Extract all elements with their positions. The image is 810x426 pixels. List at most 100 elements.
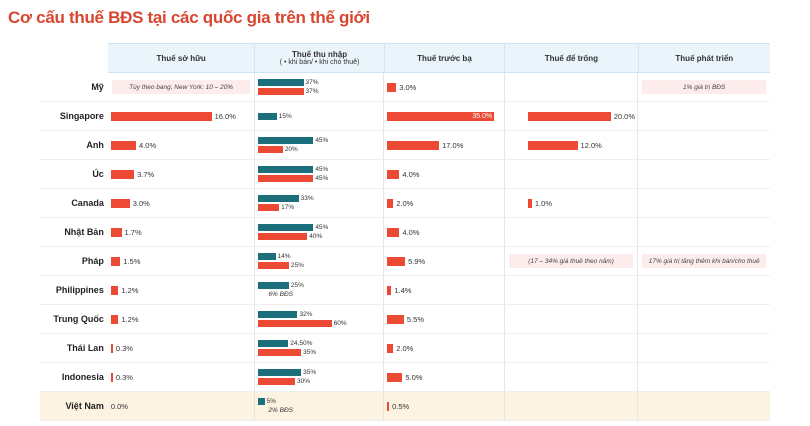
- income-sale-bar: [258, 349, 302, 356]
- income-rent-row: 45%: [258, 224, 328, 232]
- ownership-bar: [110, 169, 135, 179]
- registration-bar-label: 5.0%: [405, 372, 423, 382]
- header-registration: Thuế trước bạ: [385, 44, 506, 72]
- income-sale-bar: [258, 233, 308, 240]
- income-rent-label: 35%: [303, 369, 317, 376]
- registration-bar: [387, 82, 397, 92]
- income-sale-row: 45%: [258, 175, 328, 183]
- registration-bar: [387, 256, 406, 266]
- table-row: Pháp 1.5% 14% 25% 5.9% (17 – 34% giá thuê the…: [40, 247, 770, 276]
- registration-bar: [387, 227, 400, 237]
- income-rent-label: 32%: [299, 311, 313, 318]
- income-sale-label: 35%: [303, 349, 317, 356]
- ownership-cell: 3.7%: [108, 160, 256, 188]
- table-row: Thái Lan 0.3% 24,50% 35% 2.0%: [40, 334, 770, 363]
- ownership-bar-label: 3.7%: [137, 169, 155, 179]
- development-cell: [638, 363, 770, 391]
- income-sale-label: 40%: [309, 233, 323, 240]
- header-income-label: Thuế thu nhập: [291, 50, 348, 59]
- income-rent-bar: [258, 282, 289, 289]
- table-row: Indonesia 0.3% 35% 30% 5.0%: [40, 363, 770, 392]
- registration-bar: [387, 314, 404, 324]
- country-label: Thái Lan: [66, 343, 104, 353]
- vacancy-cell: [505, 334, 639, 362]
- registration-cell: 5.5%: [384, 305, 505, 333]
- vacancy-bar-label: 20.0%: [613, 111, 636, 121]
- income-sale-row: 40%: [258, 233, 328, 241]
- ownership-cell: 0.3%: [108, 363, 256, 391]
- header-ownership: Thuế sở hữu: [108, 44, 256, 72]
- ownership-cell: 4.0%: [108, 131, 256, 159]
- vacancy-cell: 12.0%: [505, 131, 639, 159]
- ownership-bar-label: 4.0%: [139, 140, 157, 150]
- income-legend: ( • khi bán/ • khi cho thuê): [279, 59, 360, 66]
- registration-cell: 35.0%: [384, 102, 505, 130]
- income-rent-label: 25%: [290, 282, 304, 289]
- vacancy-bar-label: 12.0%: [580, 140, 602, 150]
- income-sale-row: 17%: [258, 204, 313, 212]
- income-bars: 45% 20%: [258, 137, 328, 154]
- country-label: Canada: [71, 198, 104, 208]
- income-cell: 25% 6% BĐS: [255, 276, 385, 304]
- header-income: Thuế thu nhập ( • khi bán/ • khi cho thu…: [255, 44, 385, 72]
- ownership-bar-label: 0.0%: [110, 401, 128, 411]
- income-sale-row: 60%: [258, 320, 347, 328]
- registration-cell: 5.9%: [384, 247, 505, 275]
- ownership-bar: [110, 227, 122, 237]
- ownership-bar: [110, 198, 130, 208]
- income-cell: 14% 25%: [255, 247, 385, 275]
- income-sale-bar: [258, 204, 280, 211]
- ownership-cell: Tùy theo bang, New York: 10 – 20%: [108, 73, 256, 101]
- vacancy-cell: [505, 218, 639, 246]
- income-rent-bar: [258, 340, 289, 347]
- income-cell: 24,50% 35%: [255, 334, 385, 362]
- income-sale-bar: [258, 88, 304, 95]
- income-rent-bar: [258, 112, 277, 120]
- income-sale-label: 25%: [290, 262, 304, 269]
- income-cell: 33% 17%: [255, 189, 385, 217]
- vacancy-bar-label: 1.0%: [534, 198, 552, 208]
- vacancy-bar: [527, 111, 611, 121]
- income-sale-note: 2% BĐS: [268, 407, 293, 414]
- income-rent-label: 45%: [315, 137, 329, 144]
- income-sale-label: 37%: [305, 88, 319, 95]
- income-sale-row: 2% BĐS: [258, 407, 293, 415]
- income-sale-row: 6% BĐS: [258, 291, 304, 299]
- income-rent-bar: [258, 253, 276, 260]
- table-row: Anh 4.0% 45% 20% 17.0% 12.0%: [40, 131, 770, 160]
- ownership-bar: [110, 285, 119, 295]
- country-label: Mỹ: [91, 82, 104, 92]
- income-rent-row: 5%: [258, 398, 293, 406]
- vacancy-bar: [527, 198, 532, 208]
- registration-cell: 5.0%: [384, 363, 505, 391]
- development-note: 17% giá trị tăng thêm khi bán/cho thuê: [642, 254, 767, 268]
- income-sale-bar: [258, 378, 296, 385]
- income-cell: 45% 45%: [255, 160, 385, 188]
- income-rent-bar: [258, 166, 314, 173]
- income-rent-bar: [258, 311, 298, 318]
- income-rent-bar: [258, 224, 314, 231]
- income-rent-row: 45%: [258, 166, 328, 174]
- development-cell: [638, 305, 770, 333]
- development-cell: 17% giá trị tăng thêm khi bán/cho thuê: [638, 247, 770, 275]
- vacancy-cell: [505, 392, 639, 420]
- income-sale-bar: [258, 146, 283, 153]
- ownership-cell: 3.0%: [108, 189, 256, 217]
- registration-bar-label: 17.0%: [442, 140, 464, 150]
- country-label: Anh: [86, 140, 104, 150]
- registration-cell: 0.5%: [384, 392, 505, 420]
- table-row: Philippines 1.2% 25% 6% BĐS 1.4%: [40, 276, 770, 305]
- page-title: Cơ cấu thuế BĐS tại các quốc gia trên th…: [8, 8, 370, 27]
- income-rent-row: 14%: [258, 253, 304, 261]
- country-label: Indonesia: [61, 372, 104, 382]
- income-sale-row: 20%: [258, 146, 328, 154]
- development-cell: [638, 218, 770, 246]
- ownership-cell: 1.2%: [108, 276, 256, 304]
- vacancy-cell: [505, 305, 639, 333]
- registration-bar-label: 4.0%: [402, 227, 420, 237]
- registration-bar: [387, 343, 394, 353]
- table-row: Mỹ Tùy theo bang, New York: 10 – 20% 37% 37…: [40, 73, 770, 102]
- vacancy-cell: (17 – 34% giá thuê theo năm): [505, 247, 639, 275]
- income-sale-label: 17%: [281, 204, 295, 211]
- registration-cell: 1.4%: [384, 276, 505, 304]
